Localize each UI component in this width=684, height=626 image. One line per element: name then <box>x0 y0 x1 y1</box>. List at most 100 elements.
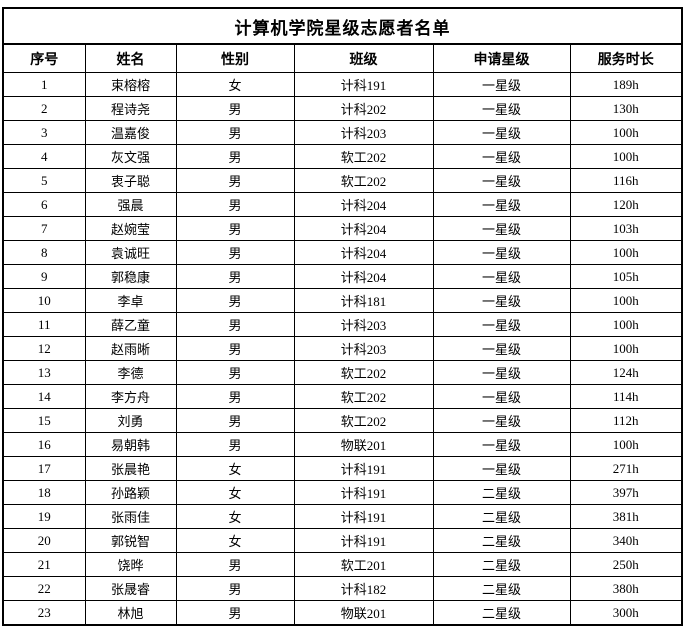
table-cell: 1 <box>2 72 86 97</box>
table-cell: 100h <box>569 120 683 145</box>
table-cell: 7 <box>2 216 86 241</box>
table-cell: 男 <box>175 600 295 626</box>
table-cell: 男 <box>175 216 295 241</box>
table-cell: 男 <box>175 408 295 433</box>
table-cell: 116h <box>569 168 683 193</box>
table-header-row: 序号 姓名 性别 班级 申请星级 服务时长 <box>2 43 683 73</box>
table-row: 16 易朝韩男物联201 一星级 100h <box>2 432 683 457</box>
table-cell: 郭锐智 <box>84 528 177 553</box>
table-cell: 女 <box>175 480 295 505</box>
table-row: 12 赵雨晰男计科203 一星级 100h <box>2 336 683 361</box>
table-cell: 100h <box>569 336 683 361</box>
table-row: 4 灰文强男软工202 一星级 100h <box>2 144 683 169</box>
table-cell: 21 <box>2 552 86 577</box>
table-cell: 易朝韩 <box>84 432 177 457</box>
table-cell: 一星级 <box>432 312 571 337</box>
table-cell: 120h <box>569 192 683 217</box>
table-cell: 计科181 <box>293 288 434 313</box>
table-cell: 22 <box>2 576 86 601</box>
table-cell: 20 <box>2 528 86 553</box>
table-cell: 381h <box>569 504 683 529</box>
table-cell: 男 <box>175 264 295 289</box>
table-cell: 一星级 <box>432 432 571 457</box>
table-cell: 程诗尧 <box>84 96 177 121</box>
table-row: 14 李方舟男软工202 一星级 114h <box>2 384 683 409</box>
table-cell: 女 <box>175 504 295 529</box>
table-cell: 袁诚旺 <box>84 240 177 265</box>
table-cell: 计科191 <box>293 528 434 553</box>
table-cell: 二星级 <box>432 576 571 601</box>
table-cell: 男 <box>175 432 295 457</box>
table-cell: 18 <box>2 480 86 505</box>
table-cell: 男 <box>175 96 295 121</box>
column-header-2: 性别 <box>175 43 295 73</box>
table-cell: 二星级 <box>432 480 571 505</box>
table-cell: 计科204 <box>293 192 434 217</box>
table-cell: 一星级 <box>432 336 571 361</box>
column-header-5: 服务时长 <box>569 43 683 73</box>
table-row: 20 郭锐智女计科191 二星级 340h <box>2 528 683 553</box>
table-cell: 赵婉莹 <box>84 216 177 241</box>
table-cell: 李德 <box>84 360 177 385</box>
column-header-4: 申请星级 <box>432 43 571 73</box>
table-cell: 软工202 <box>293 408 434 433</box>
column-header-0: 序号 <box>2 43 86 73</box>
table-cell: 380h <box>569 576 683 601</box>
table-row: 15 刘勇男软工202 一星级 112h <box>2 408 683 433</box>
table-row: 6 强晨男计科204 一星级 120h <box>2 192 683 217</box>
table-cell: 计科203 <box>293 120 434 145</box>
table-row: 11 薛乙童男计科203 一星级 100h <box>2 312 683 337</box>
table-cell: 男 <box>175 144 295 169</box>
table-cell: 李卓 <box>84 288 177 313</box>
table-cell: 软工202 <box>293 360 434 385</box>
table-cell: 刘勇 <box>84 408 177 433</box>
table-cell: 100h <box>569 288 683 313</box>
table-row: 23 林旭男物联201 二星级 300h <box>2 600 683 626</box>
table-cell: 23 <box>2 600 86 626</box>
table-cell: 一星级 <box>432 384 571 409</box>
table-cell: 一星级 <box>432 456 571 481</box>
table-cell: 强晨 <box>84 192 177 217</box>
table-row: 17 张晨艳女计科191 一星级 271h <box>2 456 683 481</box>
table-cell: 衷子聪 <box>84 168 177 193</box>
table-cell: 计科203 <box>293 312 434 337</box>
table-cell: 5 <box>2 168 86 193</box>
table-cell: 二星级 <box>432 528 571 553</box>
table-cell: 340h <box>569 528 683 553</box>
table-cell: 软工201 <box>293 552 434 577</box>
page-title: 计算机学院星级志愿者名单 <box>2 7 683 45</box>
table-cell: 男 <box>175 360 295 385</box>
table-cell: 一星级 <box>432 144 571 169</box>
table-cell: 12 <box>2 336 86 361</box>
table-cell: 一星级 <box>432 408 571 433</box>
table-row: 7 赵婉莹男计科204 一星级 103h <box>2 216 683 241</box>
table-cell: 一星级 <box>432 264 571 289</box>
table-cell: 赵雨晰 <box>84 336 177 361</box>
table-cell: 薛乙童 <box>84 312 177 337</box>
table-cell: 19 <box>2 504 86 529</box>
table-cell: 男 <box>175 120 295 145</box>
table-cell: 男 <box>175 192 295 217</box>
table-row: 10 李卓男计科181 一星级 100h <box>2 288 683 313</box>
table-cell: 女 <box>175 456 295 481</box>
table-cell: 李方舟 <box>84 384 177 409</box>
table-cell: 124h <box>569 360 683 385</box>
table-row: 13 李德男软工202 一星级 124h <box>2 360 683 385</box>
table-cell: 计科182 <box>293 576 434 601</box>
table-row: 22 张晟睿男计科182 二星级 380h <box>2 576 683 601</box>
table-cell: 14 <box>2 384 86 409</box>
table-cell: 软工202 <box>293 384 434 409</box>
table-cell: 女 <box>175 528 295 553</box>
table-cell: 软工202 <box>293 168 434 193</box>
table-cell: 189h <box>569 72 683 97</box>
table-row: 9 郭稳康男计科204 一星级 105h <box>2 264 683 289</box>
table-cell: 男 <box>175 552 295 577</box>
table-cell: 计科191 <box>293 456 434 481</box>
table-cell: 100h <box>569 144 683 169</box>
table-cell: 张晟睿 <box>84 576 177 601</box>
table-row: 5 衷子聪男软工202 一星级 116h <box>2 168 683 193</box>
table-cell: 张雨佳 <box>84 504 177 529</box>
table-cell: 15 <box>2 408 86 433</box>
table-cell: 孙路颖 <box>84 480 177 505</box>
